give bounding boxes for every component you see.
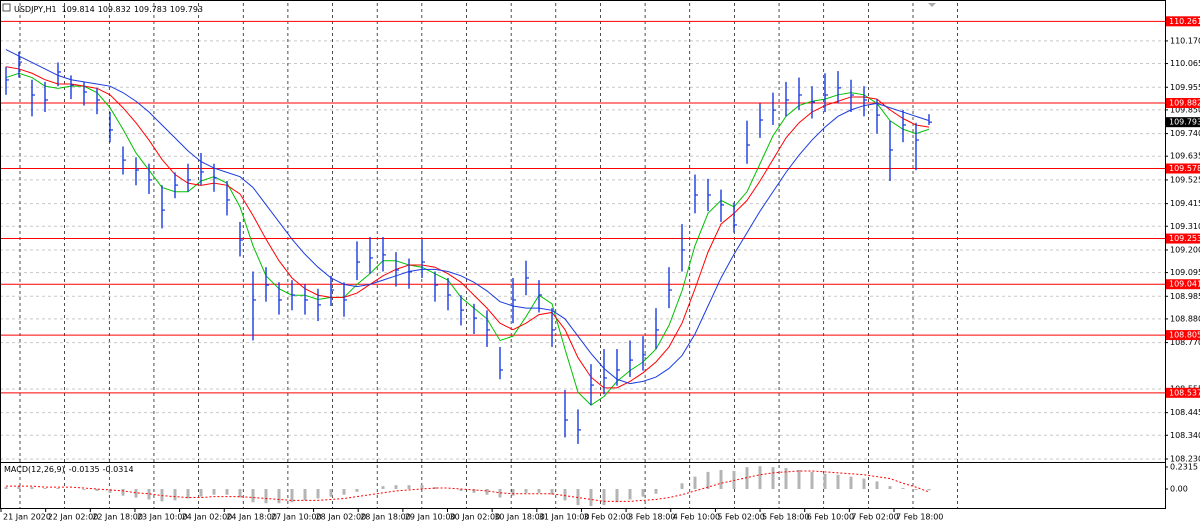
level-label: 108.537 bbox=[1169, 388, 1200, 397]
symbol: USDJPY,H1 bbox=[14, 5, 57, 14]
moving-average bbox=[5, 49, 930, 385]
x-tick-label: 31 Jan 10:00 bbox=[539, 513, 590, 522]
x-tick-label: 3 Feb 02:00 bbox=[583, 513, 630, 522]
level-label: 109.253 bbox=[1169, 234, 1200, 243]
chart-header: USDJPY,H1 109.814 109.832 109.783 109.793 bbox=[14, 5, 203, 14]
x-tick-label: 28 Jan 18:00 bbox=[360, 513, 411, 522]
y-tick-label: 109.095 bbox=[1170, 268, 1200, 277]
level-label: 109.041 bbox=[1169, 280, 1200, 289]
moving-average bbox=[5, 72, 930, 406]
y-tick-label: 109.415 bbox=[1170, 199, 1200, 208]
y-tick-label: 110.170 bbox=[1170, 36, 1200, 45]
x-tick-label: 22 Jan 18:00 bbox=[92, 513, 143, 522]
price-bars-layer bbox=[5, 51, 932, 444]
level-label-box bbox=[1166, 279, 1200, 290]
level-label-box bbox=[1166, 233, 1200, 244]
y-tick-label: 108.880 bbox=[1170, 314, 1200, 323]
ohlc-open: 109.814 bbox=[62, 5, 95, 14]
y-tick-label: 109.740 bbox=[1170, 129, 1200, 138]
y-tick-label: 108.770 bbox=[1170, 338, 1200, 347]
x-tick-label: 27 Jan 10:00 bbox=[271, 513, 322, 522]
x-tick-label: 7 Feb 18:00 bbox=[896, 513, 943, 522]
y-tick-label: 108.985 bbox=[1170, 292, 1200, 301]
x-tick-label: 5 Feb 18:00 bbox=[762, 513, 809, 522]
macd-title: MACD(12,26,9) bbox=[4, 465, 65, 474]
macd-value: -0.0135 bbox=[69, 465, 100, 474]
x-tick-label: 24 Jan 18:00 bbox=[226, 513, 277, 522]
level-label: 109.882 bbox=[1169, 98, 1200, 107]
level-label-box bbox=[1166, 16, 1200, 27]
y-tick-label: 109.850 bbox=[1170, 105, 1200, 114]
x-tick-label: 7 Feb 02:00 bbox=[851, 513, 898, 522]
y-tick-label: 109.955 bbox=[1170, 83, 1200, 92]
x-tick-label: 28 Jan 02:00 bbox=[316, 513, 367, 522]
macd-layer bbox=[4, 466, 931, 507]
x-tick-label: 6 Feb 10:00 bbox=[807, 513, 854, 522]
x-tick-label: 3 Feb 18:00 bbox=[628, 513, 675, 522]
macd-header: MACD(12,26,9) -0.0135 -0.0314 bbox=[4, 465, 134, 474]
plot-frame bbox=[0, 0, 1166, 509]
moving-average-layer bbox=[5, 49, 930, 406]
macd-y-tick-label: 0.00 bbox=[1170, 484, 1188, 493]
level-label: 110.261 bbox=[1169, 17, 1200, 26]
level-label-box bbox=[1166, 330, 1200, 341]
x-tick-label: 4 Feb 10:00 bbox=[673, 513, 720, 522]
grid-layer bbox=[0, 3, 1165, 509]
y-tick-label: 108.445 bbox=[1170, 408, 1200, 417]
level-label-box bbox=[1166, 163, 1200, 174]
shift-marker bbox=[928, 3, 936, 7]
x-tick-label: 30 Jan 02:00 bbox=[450, 513, 501, 522]
y-tick-label: 108.230 bbox=[1170, 454, 1200, 463]
x-tick-label: 22 Jan 02:00 bbox=[48, 513, 99, 522]
current-price-label: 109.793 bbox=[1169, 118, 1200, 127]
x-tick-label: 23 Jan 10:00 bbox=[137, 513, 188, 522]
level-label: 108.805 bbox=[1169, 331, 1200, 340]
level-label: 109.578 bbox=[1169, 164, 1200, 173]
y-tick-label: 109.525 bbox=[1170, 175, 1200, 184]
x-tick-label: 21 Jan 2020 bbox=[3, 513, 51, 522]
y-tick-label: 110.065 bbox=[1170, 59, 1200, 68]
level-label-box bbox=[1166, 97, 1200, 108]
symbol-icon bbox=[2, 3, 11, 12]
current-price-box bbox=[1166, 117, 1200, 128]
macd-signal-value: -0.0314 bbox=[103, 465, 134, 474]
ohlc-low: 109.783 bbox=[134, 5, 167, 14]
moving-average bbox=[5, 66, 930, 389]
y-tick-label: 109.200 bbox=[1170, 245, 1200, 254]
x-tick-label: 5 Feb 02:00 bbox=[717, 513, 764, 522]
level-label-box bbox=[1166, 387, 1200, 398]
y-tick-label: 109.310 bbox=[1170, 222, 1200, 231]
x-tick-label: 30 Jan 18:00 bbox=[494, 513, 545, 522]
ohlc-high: 109.832 bbox=[98, 5, 131, 14]
y-tick-label: 108.340 bbox=[1170, 431, 1200, 440]
x-tick-label: 29 Jan 10:00 bbox=[405, 513, 456, 522]
y-tick-label: 109.635 bbox=[1170, 152, 1200, 161]
levels-layer bbox=[0, 20, 1165, 394]
ohlc-close: 109.793 bbox=[170, 5, 203, 14]
x-tick-label: 24 Jan 02:00 bbox=[182, 513, 233, 522]
macd-y-tick-label: 0.2315 bbox=[1170, 463, 1198, 472]
